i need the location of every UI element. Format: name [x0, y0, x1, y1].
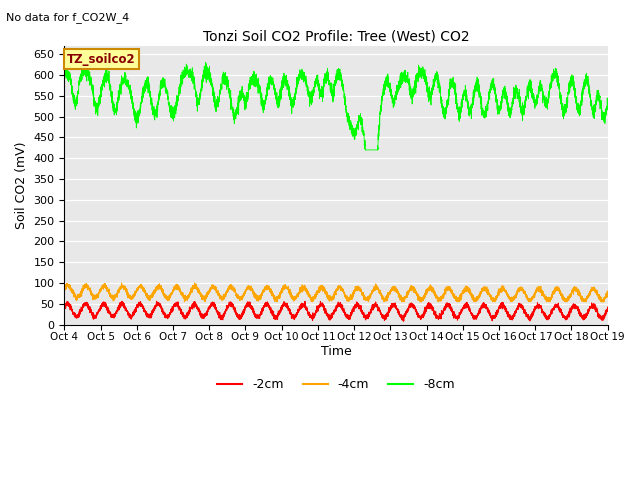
-4cm [201, 299, 209, 305]
-2cm [268, 310, 276, 315]
-8cm [387, 85, 394, 91]
-4cm [118, 280, 125, 286]
-2cm [159, 309, 167, 314]
-8cm [604, 107, 612, 113]
-8cm [268, 77, 276, 83]
-2cm [400, 318, 408, 324]
-4cm [508, 297, 515, 302]
Title: Tonzi Soil CO2 Profile: Tree (West) CO2: Tonzi Soil CO2 Profile: Tree (West) CO2 [203, 29, 469, 43]
-8cm [63, 58, 70, 64]
-4cm [61, 287, 68, 292]
-4cm [159, 288, 167, 293]
Y-axis label: Soil CO2 (mV): Soil CO2 (mV) [15, 142, 28, 229]
-8cm [159, 79, 167, 84]
-4cm [604, 289, 612, 295]
-4cm [268, 289, 276, 295]
-2cm [466, 309, 474, 314]
-2cm [508, 314, 515, 320]
Text: TZ_soilco2: TZ_soilco2 [67, 53, 136, 66]
Legend: -2cm, -4cm, -8cm: -2cm, -4cm, -8cm [212, 373, 460, 396]
Text: No data for f_CO2W_4: No data for f_CO2W_4 [6, 12, 130, 23]
-2cm [387, 306, 394, 312]
Line: -4cm: -4cm [65, 283, 608, 302]
Line: -8cm: -8cm [65, 61, 608, 150]
Line: -2cm: -2cm [65, 301, 608, 321]
-2cm [61, 302, 68, 308]
-4cm [466, 289, 474, 295]
-8cm [508, 104, 515, 110]
-4cm [414, 291, 422, 297]
-2cm [604, 308, 612, 314]
-2cm [153, 299, 161, 304]
-4cm [387, 290, 394, 296]
-2cm [414, 312, 422, 318]
-8cm [361, 147, 369, 153]
X-axis label: Time: Time [321, 345, 351, 358]
-8cm [466, 106, 474, 111]
-8cm [414, 72, 422, 77]
-8cm [61, 70, 68, 75]
